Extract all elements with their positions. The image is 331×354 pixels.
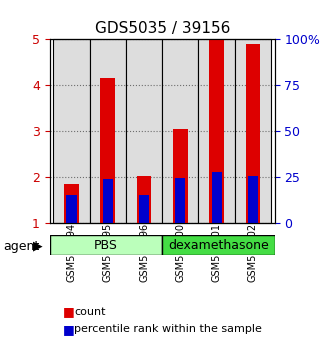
Bar: [248, 176, 258, 223]
Bar: [103, 179, 113, 223]
Bar: [139, 195, 149, 223]
Text: ▶: ▶: [33, 240, 43, 252]
FancyBboxPatch shape: [162, 235, 275, 255]
Bar: [175, 178, 185, 223]
Text: agent: agent: [3, 240, 40, 252]
Bar: [66, 195, 76, 223]
Text: GSM596594: GSM596594: [67, 223, 76, 282]
Bar: [246, 44, 260, 223]
Bar: [173, 129, 188, 223]
Text: percentile rank within the sample: percentile rank within the sample: [74, 324, 262, 334]
Text: GDS5035 / 39156: GDS5035 / 39156: [95, 21, 230, 36]
FancyBboxPatch shape: [90, 39, 126, 223]
Bar: [212, 172, 222, 223]
Text: dexamethasone: dexamethasone: [168, 239, 269, 252]
FancyBboxPatch shape: [235, 39, 271, 223]
FancyBboxPatch shape: [162, 39, 199, 223]
FancyBboxPatch shape: [53, 39, 90, 223]
Text: GSM596601: GSM596601: [212, 223, 222, 282]
Bar: [210, 39, 224, 223]
Bar: [101, 78, 115, 223]
Text: ■: ■: [63, 305, 74, 318]
Text: GSM596596: GSM596596: [139, 223, 149, 282]
Text: ■: ■: [63, 323, 74, 336]
Bar: [137, 176, 151, 223]
FancyBboxPatch shape: [199, 39, 235, 223]
FancyBboxPatch shape: [126, 39, 162, 223]
Text: count: count: [74, 307, 106, 316]
FancyBboxPatch shape: [50, 235, 162, 255]
Text: GSM596600: GSM596600: [175, 223, 185, 282]
Bar: [64, 184, 79, 223]
Text: PBS: PBS: [94, 239, 118, 252]
Text: GSM596602: GSM596602: [248, 223, 258, 282]
Text: GSM596595: GSM596595: [103, 223, 113, 282]
